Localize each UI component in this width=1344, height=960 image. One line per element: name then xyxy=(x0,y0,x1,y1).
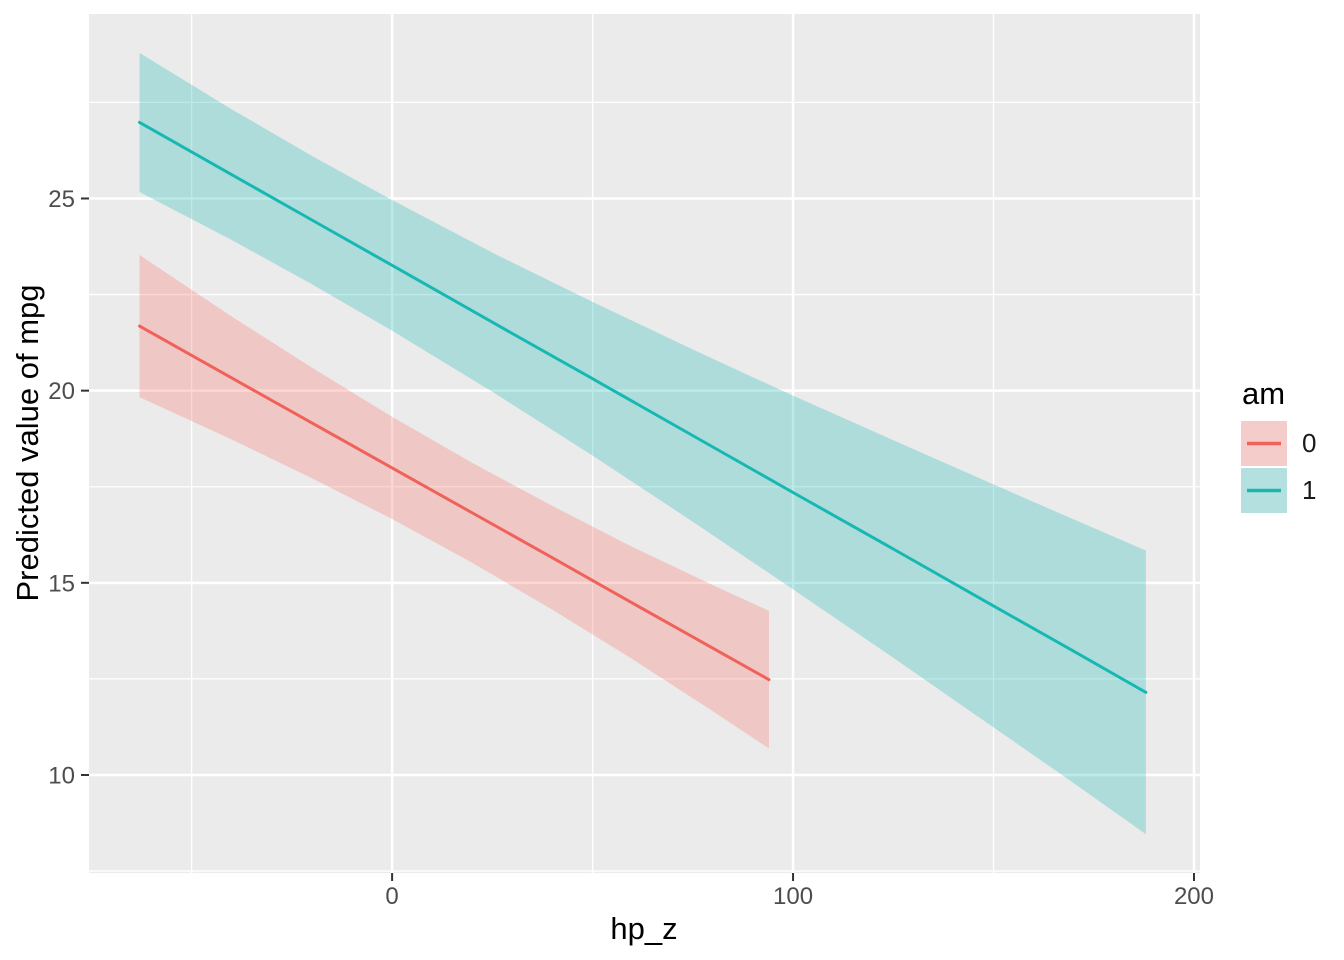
y-axis-title: Predicted value of mpg xyxy=(10,284,45,601)
y-tick-label: 15 xyxy=(48,570,75,597)
legend-label-am0: 0 xyxy=(1302,428,1316,458)
y-tick-label: 25 xyxy=(48,186,75,213)
legend-label-am1: 1 xyxy=(1302,475,1316,505)
ci-ribbon-am1 xyxy=(139,52,1146,835)
fit-line-am0 xyxy=(138,324,771,682)
y-tick-label: 20 xyxy=(48,378,75,405)
fit-line-am1 xyxy=(138,120,1148,694)
x-tick-label: 200 xyxy=(1174,883,1214,910)
legend: am 0 1 xyxy=(1241,376,1316,513)
y-tick-label: 10 xyxy=(48,762,75,789)
gridlines xyxy=(89,14,1200,873)
x-axis-title: hp_z xyxy=(610,911,677,946)
data-layer xyxy=(138,52,1148,835)
axes: 0 100 200 10 15 20 25 xyxy=(48,186,1214,910)
legend-key-am1: 1 xyxy=(1241,468,1316,513)
legend-title: am xyxy=(1242,376,1285,411)
plot-panel xyxy=(89,14,1200,873)
legend-key-am0: 0 xyxy=(1241,421,1316,466)
x-tick-label: 0 xyxy=(385,883,398,910)
x-tick-label: 100 xyxy=(773,883,813,910)
